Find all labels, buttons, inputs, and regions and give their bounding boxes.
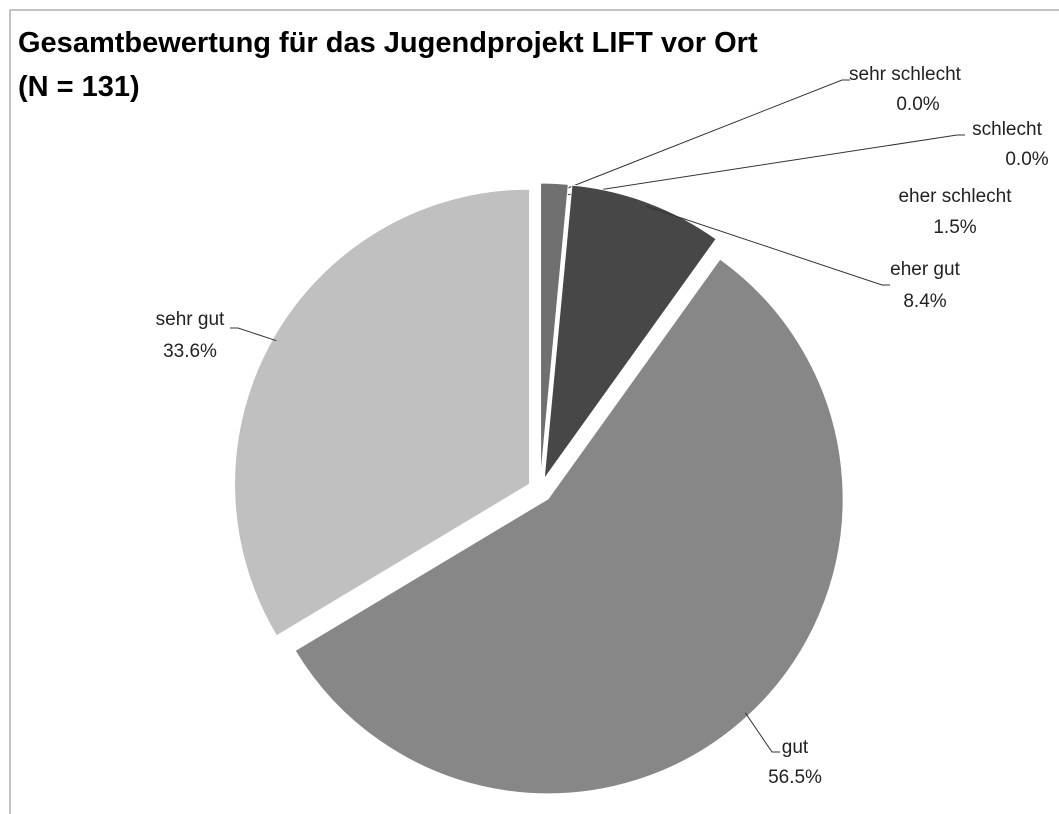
slice-label: eher gut xyxy=(890,259,960,280)
pie-slice xyxy=(294,258,844,795)
slice-label: sehr schlecht xyxy=(849,64,962,85)
slice-label: sehr gut xyxy=(156,309,225,330)
slice-label: eher schlecht xyxy=(898,186,1012,207)
leader-line xyxy=(539,79,850,200)
value-label: 8.4% xyxy=(903,291,946,312)
chart-title: Gesamtbewertung für das Jugendprojekt LI… xyxy=(18,27,758,59)
value-label: 56.5% xyxy=(768,767,822,788)
value-label: 1.5% xyxy=(933,217,976,238)
value-label: 33.6% xyxy=(163,341,217,362)
slice-label: schlecht xyxy=(972,119,1042,140)
leader-line xyxy=(230,327,277,342)
pie-slice xyxy=(540,182,569,479)
slice-label: gut xyxy=(782,737,809,758)
leader-line xyxy=(744,712,780,753)
value-label: 0.0% xyxy=(896,94,939,115)
pie-slice xyxy=(543,184,717,481)
chart-subtitle: (N = 131) xyxy=(18,71,140,103)
pie-slice xyxy=(234,188,531,637)
leader-line xyxy=(539,134,965,200)
value-label: 0.0% xyxy=(1005,149,1048,170)
leader-line xyxy=(646,205,890,286)
